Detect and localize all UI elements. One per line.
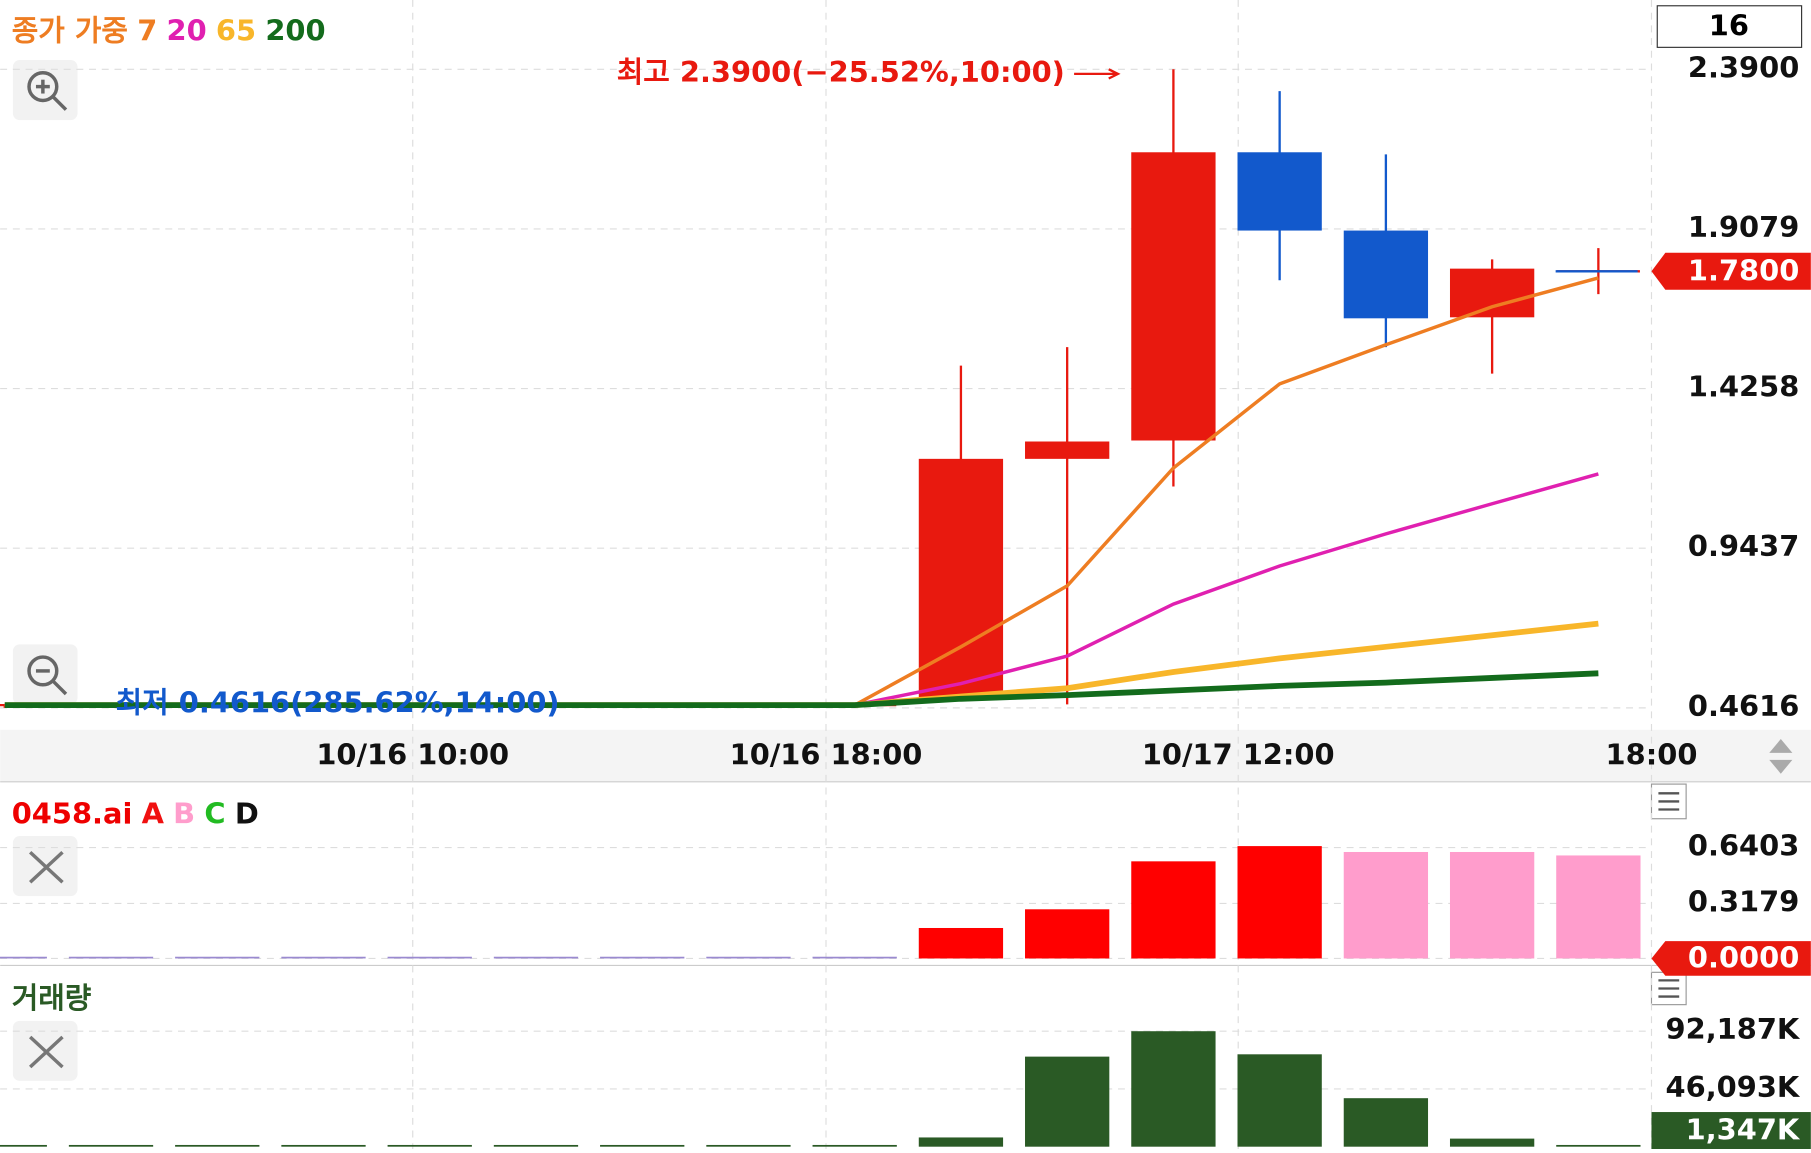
y-tick-label: 0.4616: [1688, 689, 1799, 723]
bar: [1343, 851, 1429, 959]
bar: [706, 1144, 791, 1147]
bar: [1237, 846, 1322, 959]
bar: [68, 956, 154, 959]
moving-average: [4, 472, 1599, 707]
moving-average: [4, 670, 1599, 708]
bar: [706, 956, 791, 959]
bar: [387, 1144, 472, 1147]
bar: [175, 1144, 260, 1147]
y-tick-label: 0.3179: [1688, 884, 1799, 918]
y-tick-label: 1.9079: [1688, 210, 1799, 244]
y-tick-label: 46,093K: [1666, 1070, 1801, 1104]
bar: [0, 956, 47, 959]
bar: [918, 1137, 1004, 1147]
legend-entry: B: [173, 796, 195, 830]
panel-title: 거래량: [12, 981, 92, 1015]
bar: [493, 1144, 579, 1147]
y-tick-label: 92,187K: [1666, 1012, 1801, 1046]
x-tick-label: 10/16 10:00: [316, 737, 509, 771]
x-tick-label: 10/16 18:00: [730, 737, 923, 771]
value-tag-label: 1,347K: [1686, 1113, 1801, 1147]
candle-body: [1343, 230, 1429, 319]
y-tick-label: 2.3900: [1688, 50, 1799, 84]
legend-entry: D: [235, 796, 259, 830]
legend-title: 종가 가중: [12, 13, 128, 47]
y-tick-label: 0.6403: [1688, 829, 1799, 863]
bar: [1237, 1054, 1322, 1147]
bar: [1556, 855, 1641, 959]
bar: [1343, 1098, 1429, 1147]
legend-entry: 200: [265, 13, 325, 47]
bar: [68, 1144, 154, 1147]
counter: 16: [1709, 9, 1749, 43]
close-indicator[interactable]: [12, 836, 78, 897]
candle-body: [1449, 268, 1535, 318]
close-volume[interactable]: [12, 1020, 78, 1081]
zoom-out[interactable]: [12, 644, 78, 705]
price-tag-label: 1.7800: [1688, 253, 1799, 287]
bar: [812, 1144, 897, 1147]
bar: [1449, 1138, 1535, 1147]
counter-box[interactable]: [1656, 5, 1803, 48]
panel-title: 0458.ai A B C D: [12, 796, 259, 830]
zoom-in[interactable]: [12, 60, 78, 121]
bar: [1131, 1031, 1216, 1147]
bar: [0, 1144, 47, 1147]
candle-body: [918, 458, 1004, 698]
bar: [387, 956, 472, 959]
y-tick-label: 1.4258: [1688, 370, 1799, 404]
panel-title-text: 거래량: [12, 981, 92, 1015]
x-axis-band: [0, 729, 1811, 782]
y-tick-label: 0.0000: [1688, 941, 1799, 975]
menu[interactable]: [1650, 971, 1687, 1006]
legend-entry: 20: [167, 13, 207, 47]
bar: [600, 956, 685, 959]
panel-title-text: 0458.ai: [12, 796, 133, 830]
scroll-arrows[interactable]: [1769, 739, 1793, 774]
candle-body: [1131, 152, 1216, 441]
bar: [281, 1144, 366, 1147]
bar: [175, 956, 260, 959]
bar: [812, 956, 897, 959]
bar: [1131, 861, 1216, 959]
legend-entry: 65: [216, 13, 256, 47]
moving-average: [4, 276, 1599, 707]
legend-entry: A: [142, 796, 165, 830]
candle-body: [1025, 441, 1110, 459]
candle-body: [1237, 152, 1322, 231]
value-tag: [1651, 1112, 1811, 1149]
bar: [281, 956, 366, 959]
arrow: [1074, 68, 1121, 80]
price-tag: [1651, 252, 1811, 290]
x-tick-label: 10/17 12:00: [1142, 737, 1335, 771]
high-annotation: 최고 2.3900(−25.52%,10:00): [617, 55, 1065, 89]
legend-entry: C: [204, 796, 225, 830]
low-annotation: 최저 0.4616(285.62%,14:00): [116, 685, 560, 719]
bar: [1025, 1056, 1110, 1147]
bar: [600, 1144, 685, 1147]
menu[interactable]: [1650, 783, 1687, 820]
x-tick-label: 18:00: [1606, 737, 1698, 771]
bar: [493, 956, 579, 959]
bar: [1556, 1144, 1641, 1147]
bar: [1449, 851, 1535, 959]
legend: 종가 가중 7 20 65 200: [12, 13, 326, 47]
bar: [918, 927, 1004, 959]
bar: [1025, 909, 1110, 959]
y-tick-label: 0.9437: [1688, 529, 1799, 563]
legend-entry: 7: [137, 13, 157, 47]
zero-tag: [1651, 941, 1811, 976]
